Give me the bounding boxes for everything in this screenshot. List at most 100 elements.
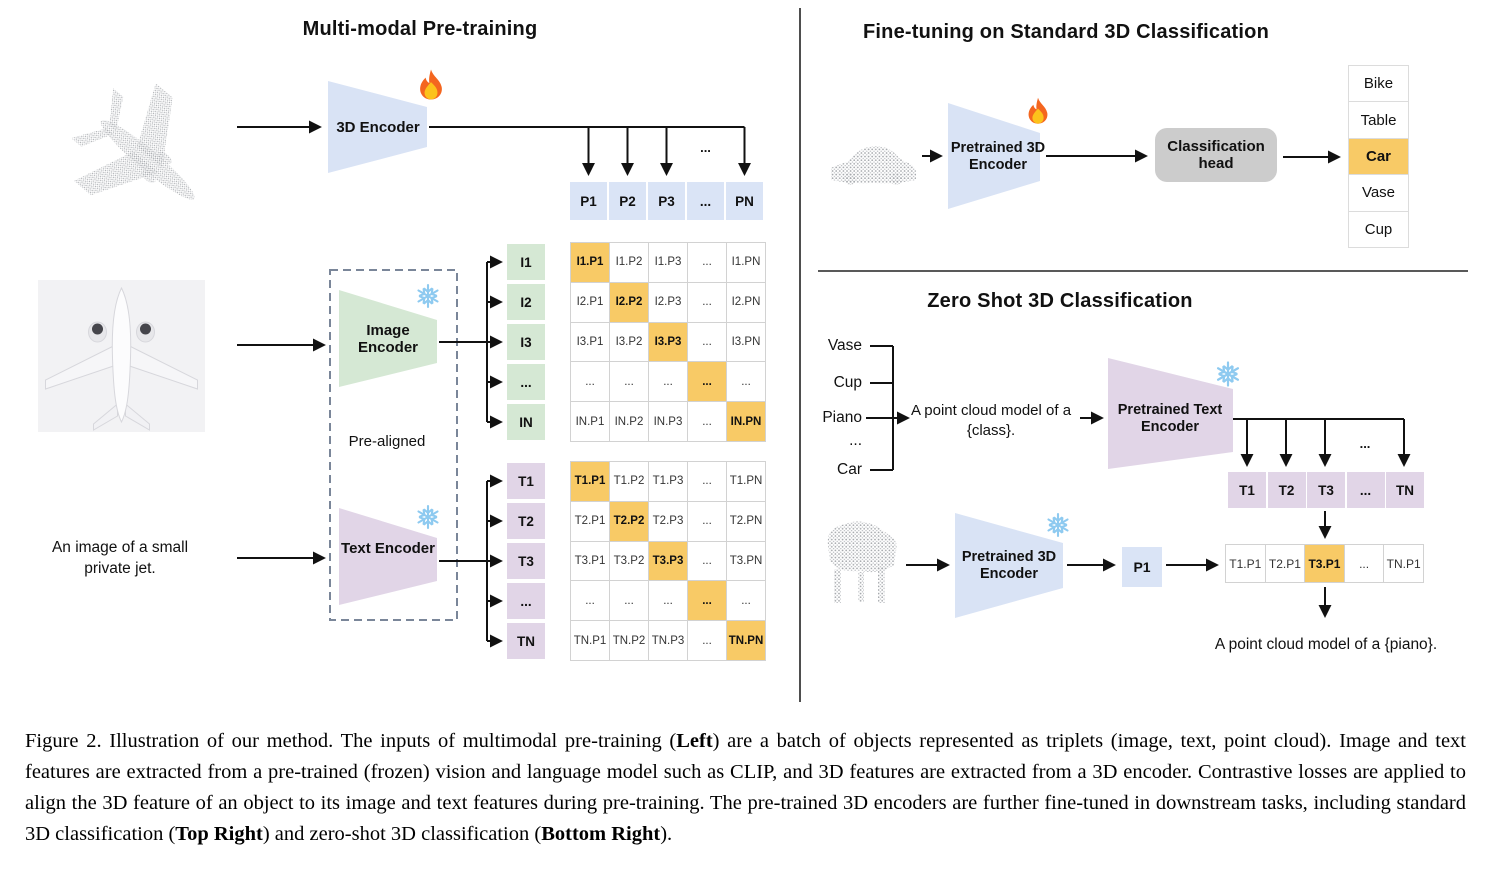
- text-point-similarity-matrix: T1.P1 T1.P2 T1.P3... T1.PN T2.P1 T2.P2 T2.P3.…: [570, 461, 766, 661]
- matrix-cell: ...: [688, 462, 726, 501]
- matrix-cell: TN.P2: [610, 621, 648, 660]
- matrix-cell: ...: [688, 282, 726, 322]
- t-branch-ellipsis: ...: [1359, 436, 1371, 451]
- text-feature-column: T1 T2 T3... TN: [507, 463, 545, 659]
- fire-icon: [1028, 97, 1048, 124]
- text-feature-cell: TN: [507, 623, 545, 659]
- matrix-cell: ...: [571, 581, 609, 621]
- 3d-encoder-label: 3D Encoder: [336, 119, 420, 136]
- image-feature-cell: IN: [507, 404, 545, 440]
- p-branch-ellipsis: ...: [700, 140, 711, 155]
- pretrained-text-encoder-label: Pretrained Text Encoder: [1117, 402, 1223, 435]
- fire-icon: [420, 69, 442, 100]
- zs-text-feature-cell: T3: [1307, 472, 1345, 508]
- matrix-cell: T3.P3: [649, 541, 687, 581]
- text-encoder-shape: [339, 508, 437, 605]
- zs-text-feature-row: T1 T2 T3... TN: [1228, 472, 1424, 508]
- class-cell: Table: [1349, 102, 1408, 138]
- matrix-cell: ...: [649, 362, 687, 402]
- panel-dividers: [799, 8, 1468, 702]
- pretrained-3d-encoder-zs-label: Pretrained 3D Encoder: [961, 549, 1057, 582]
- pretrained-3d-encoder-label: Pretrained 3D Encoder: [950, 140, 1046, 173]
- matrix-cell: T1.P1: [571, 462, 609, 501]
- matrix-cell: IN.PN: [727, 402, 765, 441]
- caption-segment: ) and zero-shot 3D classification (: [262, 823, 542, 845]
- matrix-cell: ...: [688, 322, 726, 362]
- matrix-cell: IN.P2: [610, 402, 648, 441]
- matrix-cell: T1.P2: [610, 462, 648, 501]
- text-feature-cell: T1: [507, 463, 545, 499]
- similarity-cell: T3.P1: [1305, 545, 1344, 582]
- caption-segment: ).: [660, 823, 673, 845]
- class-prediction-table: Bike Table Car Vase Cup: [1348, 65, 1409, 248]
- p-feature-cell: P3: [648, 182, 685, 220]
- zs-text-feature-cell: TN: [1386, 472, 1424, 508]
- matrix-cell: ...: [688, 362, 726, 402]
- candidate-class-list: Vase Cup Piano... Car: [798, 337, 862, 479]
- airplane-photo: [38, 280, 205, 432]
- snowflake-icon: [417, 285, 440, 307]
- p-feature-cell: P2: [609, 182, 646, 220]
- text-feature-cell: T3: [507, 543, 545, 579]
- bottom-right-wires: [866, 345, 1411, 618]
- similarity-cell: T2.P1: [1265, 545, 1305, 582]
- matrix-cell: I1.PN: [727, 243, 765, 282]
- matrix-cell: I1.P2: [610, 243, 648, 282]
- matrix-cell: ...: [610, 581, 648, 621]
- top-right-wires: [922, 149, 1341, 164]
- matrix-cell: T2.P2: [610, 501, 648, 541]
- p-feature-cell: P1: [570, 182, 607, 220]
- image-caption-text: An image of a small private jet.: [51, 539, 189, 577]
- class-cell: Vase: [1349, 175, 1408, 211]
- car-point-cloud: [831, 146, 916, 185]
- matrix-cell: I2.P3: [649, 282, 687, 322]
- top-right-panel-title: Fine-tuning on Standard 3D Classificatio…: [862, 21, 1269, 43]
- left-panel-title: Multi-modal Pre-training: [302, 18, 538, 40]
- pretrained-3d-encoder-shape: [948, 103, 1040, 209]
- class-cell: Car: [1349, 138, 1408, 175]
- bottom-right-panel-title: Zero Shot 3D Classification: [927, 290, 1193, 312]
- classification-head-box: Classification head: [1155, 128, 1277, 182]
- matrix-cell: I2.PN: [727, 282, 765, 322]
- image-feature-cell: I2: [507, 284, 545, 320]
- figure-caption: Figure 2. Illustration of our method. Th…: [25, 726, 1466, 850]
- matrix-cell: TN.P1: [571, 621, 609, 660]
- matrix-cell: I3.P1: [571, 322, 609, 362]
- zs-text-feature-cell: T2: [1267, 472, 1306, 508]
- class-cell: Cup: [1349, 211, 1408, 247]
- p1-feature-box: P1: [1122, 547, 1162, 587]
- matrix-cell: T2.P3: [649, 501, 687, 541]
- matrix-cell: TN.P3: [649, 621, 687, 660]
- matrix-cell: I3.PN: [727, 322, 765, 362]
- matrix-cell: ...: [649, 581, 687, 621]
- similarity-cell: ...: [1344, 545, 1384, 582]
- matrix-cell: T3.P2: [610, 541, 648, 581]
- airplane-point-cloud: [71, 83, 195, 200]
- snowflake-icon: [1047, 514, 1070, 536]
- matrix-cell: I2.P2: [610, 282, 648, 322]
- text-feature-cell: T2: [507, 503, 545, 539]
- class-cell: Bike: [1349, 66, 1408, 102]
- p-feature-row: P1 P2 P3... PN: [570, 182, 763, 220]
- image-feature-cell: ...: [507, 364, 545, 400]
- matrix-cell: I3.P2: [610, 322, 648, 362]
- image-encoder-shape: [339, 290, 437, 387]
- snowflake-icon: [417, 506, 440, 528]
- matrix-cell: ...: [688, 621, 726, 660]
- pretrained-3d-encoder-zs-shape: [955, 513, 1063, 618]
- 3d-encoder-shape: [328, 81, 427, 173]
- matrix-cell: ...: [688, 581, 726, 621]
- matrix-cell: T3.PN: [727, 541, 765, 581]
- matrix-cell: T1.PN: [727, 462, 765, 501]
- p-feature-cell: ...: [687, 182, 724, 220]
- matrix-cell: IN.P3: [649, 402, 687, 441]
- matrix-cell: T1.P3: [649, 462, 687, 501]
- matrix-cell: ...: [727, 362, 765, 402]
- candidate-class-label: Car: [837, 461, 862, 478]
- candidate-class-label: Cup: [833, 374, 862, 391]
- matrix-cell: TN.PN: [727, 621, 765, 660]
- matrix-cell: T2.P1: [571, 501, 609, 541]
- classification-head-label: Classification head: [1167, 138, 1265, 172]
- matrix-cell: ...: [571, 362, 609, 402]
